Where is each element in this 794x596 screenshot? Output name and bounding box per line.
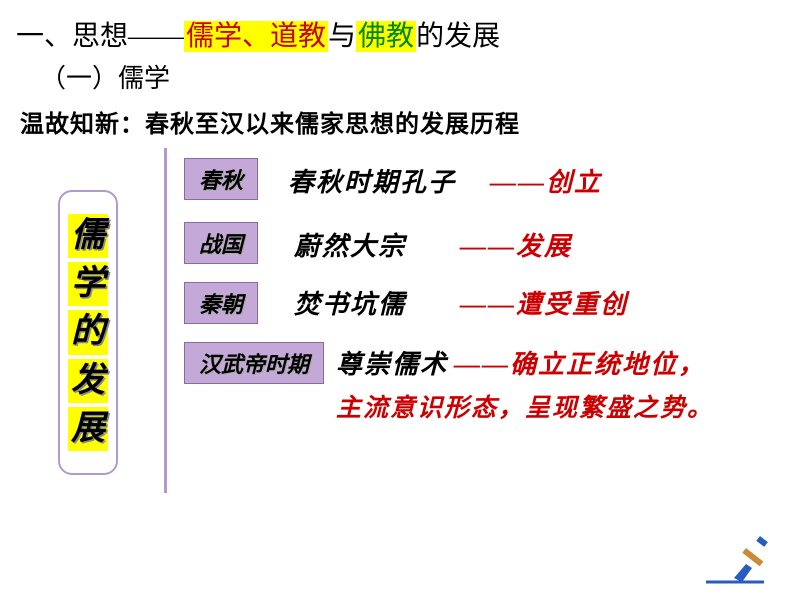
main-title: 一、思想——儒学、道教与佛教的发展 [16, 14, 500, 54]
vertical-divider [164, 148, 167, 493]
topic-char: 学 [68, 262, 108, 306]
review-heading: 温故知新：春秋至汉以来儒家思想的发展历程 [20, 104, 520, 139]
row-result: ——确立正统地位， [454, 344, 706, 381]
row-description: 尊崇儒术 [336, 344, 448, 381]
topic-char: 儒 [68, 214, 108, 258]
title-highlight-1: 儒学、道教 [184, 21, 328, 52]
brush-icon [702, 536, 776, 586]
row-result: ——创立 [490, 162, 602, 199]
topic-vertical-box: 儒 学 的 发 展 [58, 190, 118, 475]
topic-char: 展 [68, 407, 108, 451]
row-description: 春秋时期孔子 [288, 162, 456, 199]
title-highlight-2: 佛教 [356, 21, 416, 52]
row-result: ——遭受重创 [460, 284, 628, 321]
row-result: ——发展 [460, 226, 572, 263]
title-prefix: 一、思想—— [16, 21, 184, 52]
title-suffix: 的发展 [416, 21, 500, 52]
title-mid: 与 [328, 21, 356, 52]
topic-char: 发 [68, 359, 108, 403]
row-description: 焚书坑儒 [294, 284, 406, 321]
period-tag: 汉武帝时期 [184, 342, 324, 384]
period-tag: 战国 [184, 222, 258, 264]
subtitle: （一）儒学 [40, 58, 170, 95]
topic-char: 的 [68, 310, 108, 354]
period-tag: 秦朝 [184, 282, 258, 324]
period-tag: 春秋 [184, 158, 258, 200]
row-description: 蔚然大宗 [294, 226, 406, 263]
row-result-line2: 主流意识形态，呈现繁盛之势。 [336, 388, 714, 424]
